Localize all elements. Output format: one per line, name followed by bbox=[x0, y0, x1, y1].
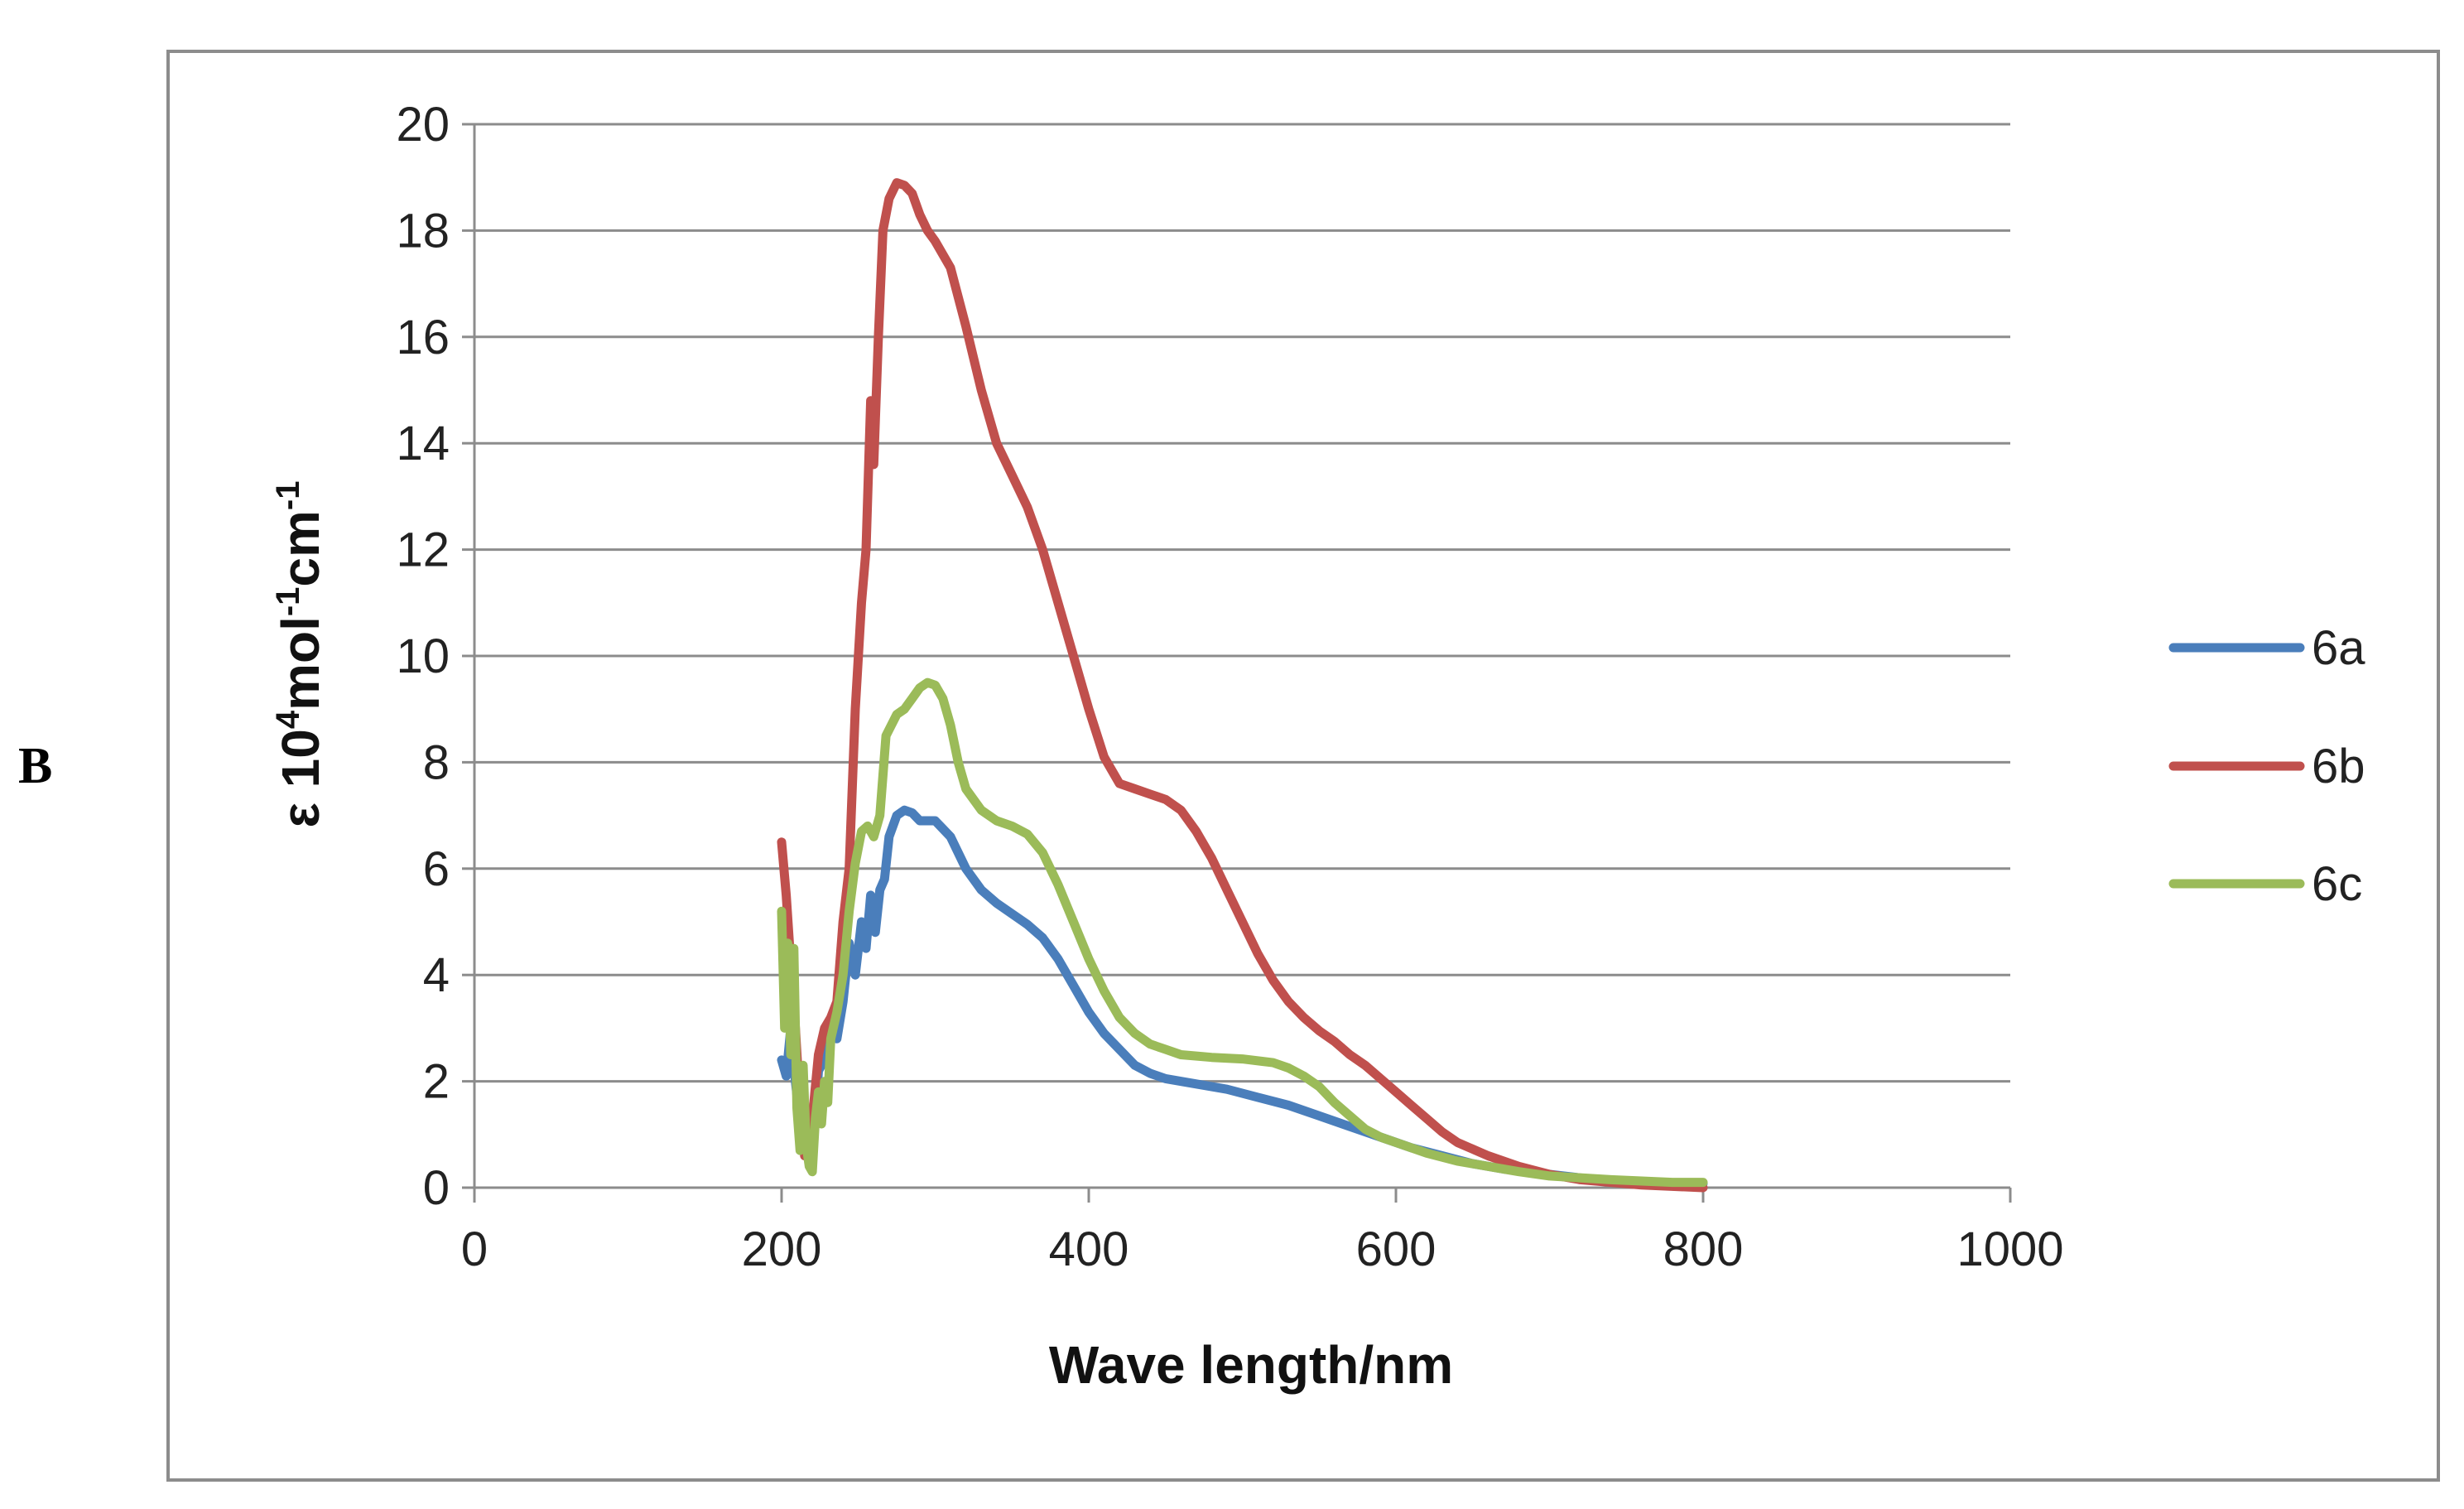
y-axis-title: ε 104mol-1cm-1 bbox=[270, 480, 330, 827]
legend: 6a 6b 6c bbox=[2168, 621, 2365, 911]
x-tick-label-400: 400 bbox=[1049, 1222, 1129, 1276]
y-axis-title-part3: cm bbox=[271, 510, 330, 587]
x-tick-label-1000: 1000 bbox=[1956, 1222, 2063, 1276]
y-tick-label-2: 2 bbox=[423, 1055, 450, 1109]
y-tick-label-14: 14 bbox=[396, 417, 450, 470]
series-lines bbox=[777, 178, 1708, 1193]
series-line-6c bbox=[777, 677, 1708, 1188]
axes bbox=[462, 123, 2012, 1203]
legend-label-6c: 6c bbox=[2312, 857, 2362, 911]
x-axis-title: Wave length/nm bbox=[1049, 1335, 1453, 1395]
legend-label-6b: 6b bbox=[2312, 740, 2365, 793]
gridlines bbox=[474, 123, 2010, 1083]
x-tick-label-200: 200 bbox=[742, 1222, 822, 1276]
y-axis-title-part2: mol bbox=[271, 616, 330, 711]
x-tick-label-800: 800 bbox=[1663, 1222, 1744, 1276]
panel-label: B bbox=[18, 738, 53, 794]
y-tick-label-6: 6 bbox=[423, 842, 450, 896]
y-tick-label-0: 0 bbox=[423, 1161, 450, 1215]
y-tick-label-10: 10 bbox=[396, 629, 450, 683]
y-tick-label-20: 20 bbox=[396, 98, 450, 152]
x-tick-label-0: 0 bbox=[461, 1222, 488, 1276]
y-tick-label-16: 16 bbox=[396, 311, 450, 364]
y-axis-title-part1: ε 10 bbox=[271, 729, 330, 827]
y-tick-label-8: 8 bbox=[423, 735, 450, 789]
legend-label-6a: 6a bbox=[2312, 621, 2365, 675]
y-axis-title-sup1: 4 bbox=[270, 710, 306, 729]
y-tick-label-18: 18 bbox=[396, 204, 450, 258]
chart-frame bbox=[166, 50, 2440, 1482]
y-axis-title-sup2: -1 bbox=[270, 587, 306, 617]
y-tick-label-12: 12 bbox=[396, 523, 450, 577]
x-tick-label-600: 600 bbox=[1356, 1222, 1437, 1276]
y-tick-label-4: 4 bbox=[423, 948, 450, 1002]
y-axis-title-sup3: -1 bbox=[270, 480, 306, 510]
